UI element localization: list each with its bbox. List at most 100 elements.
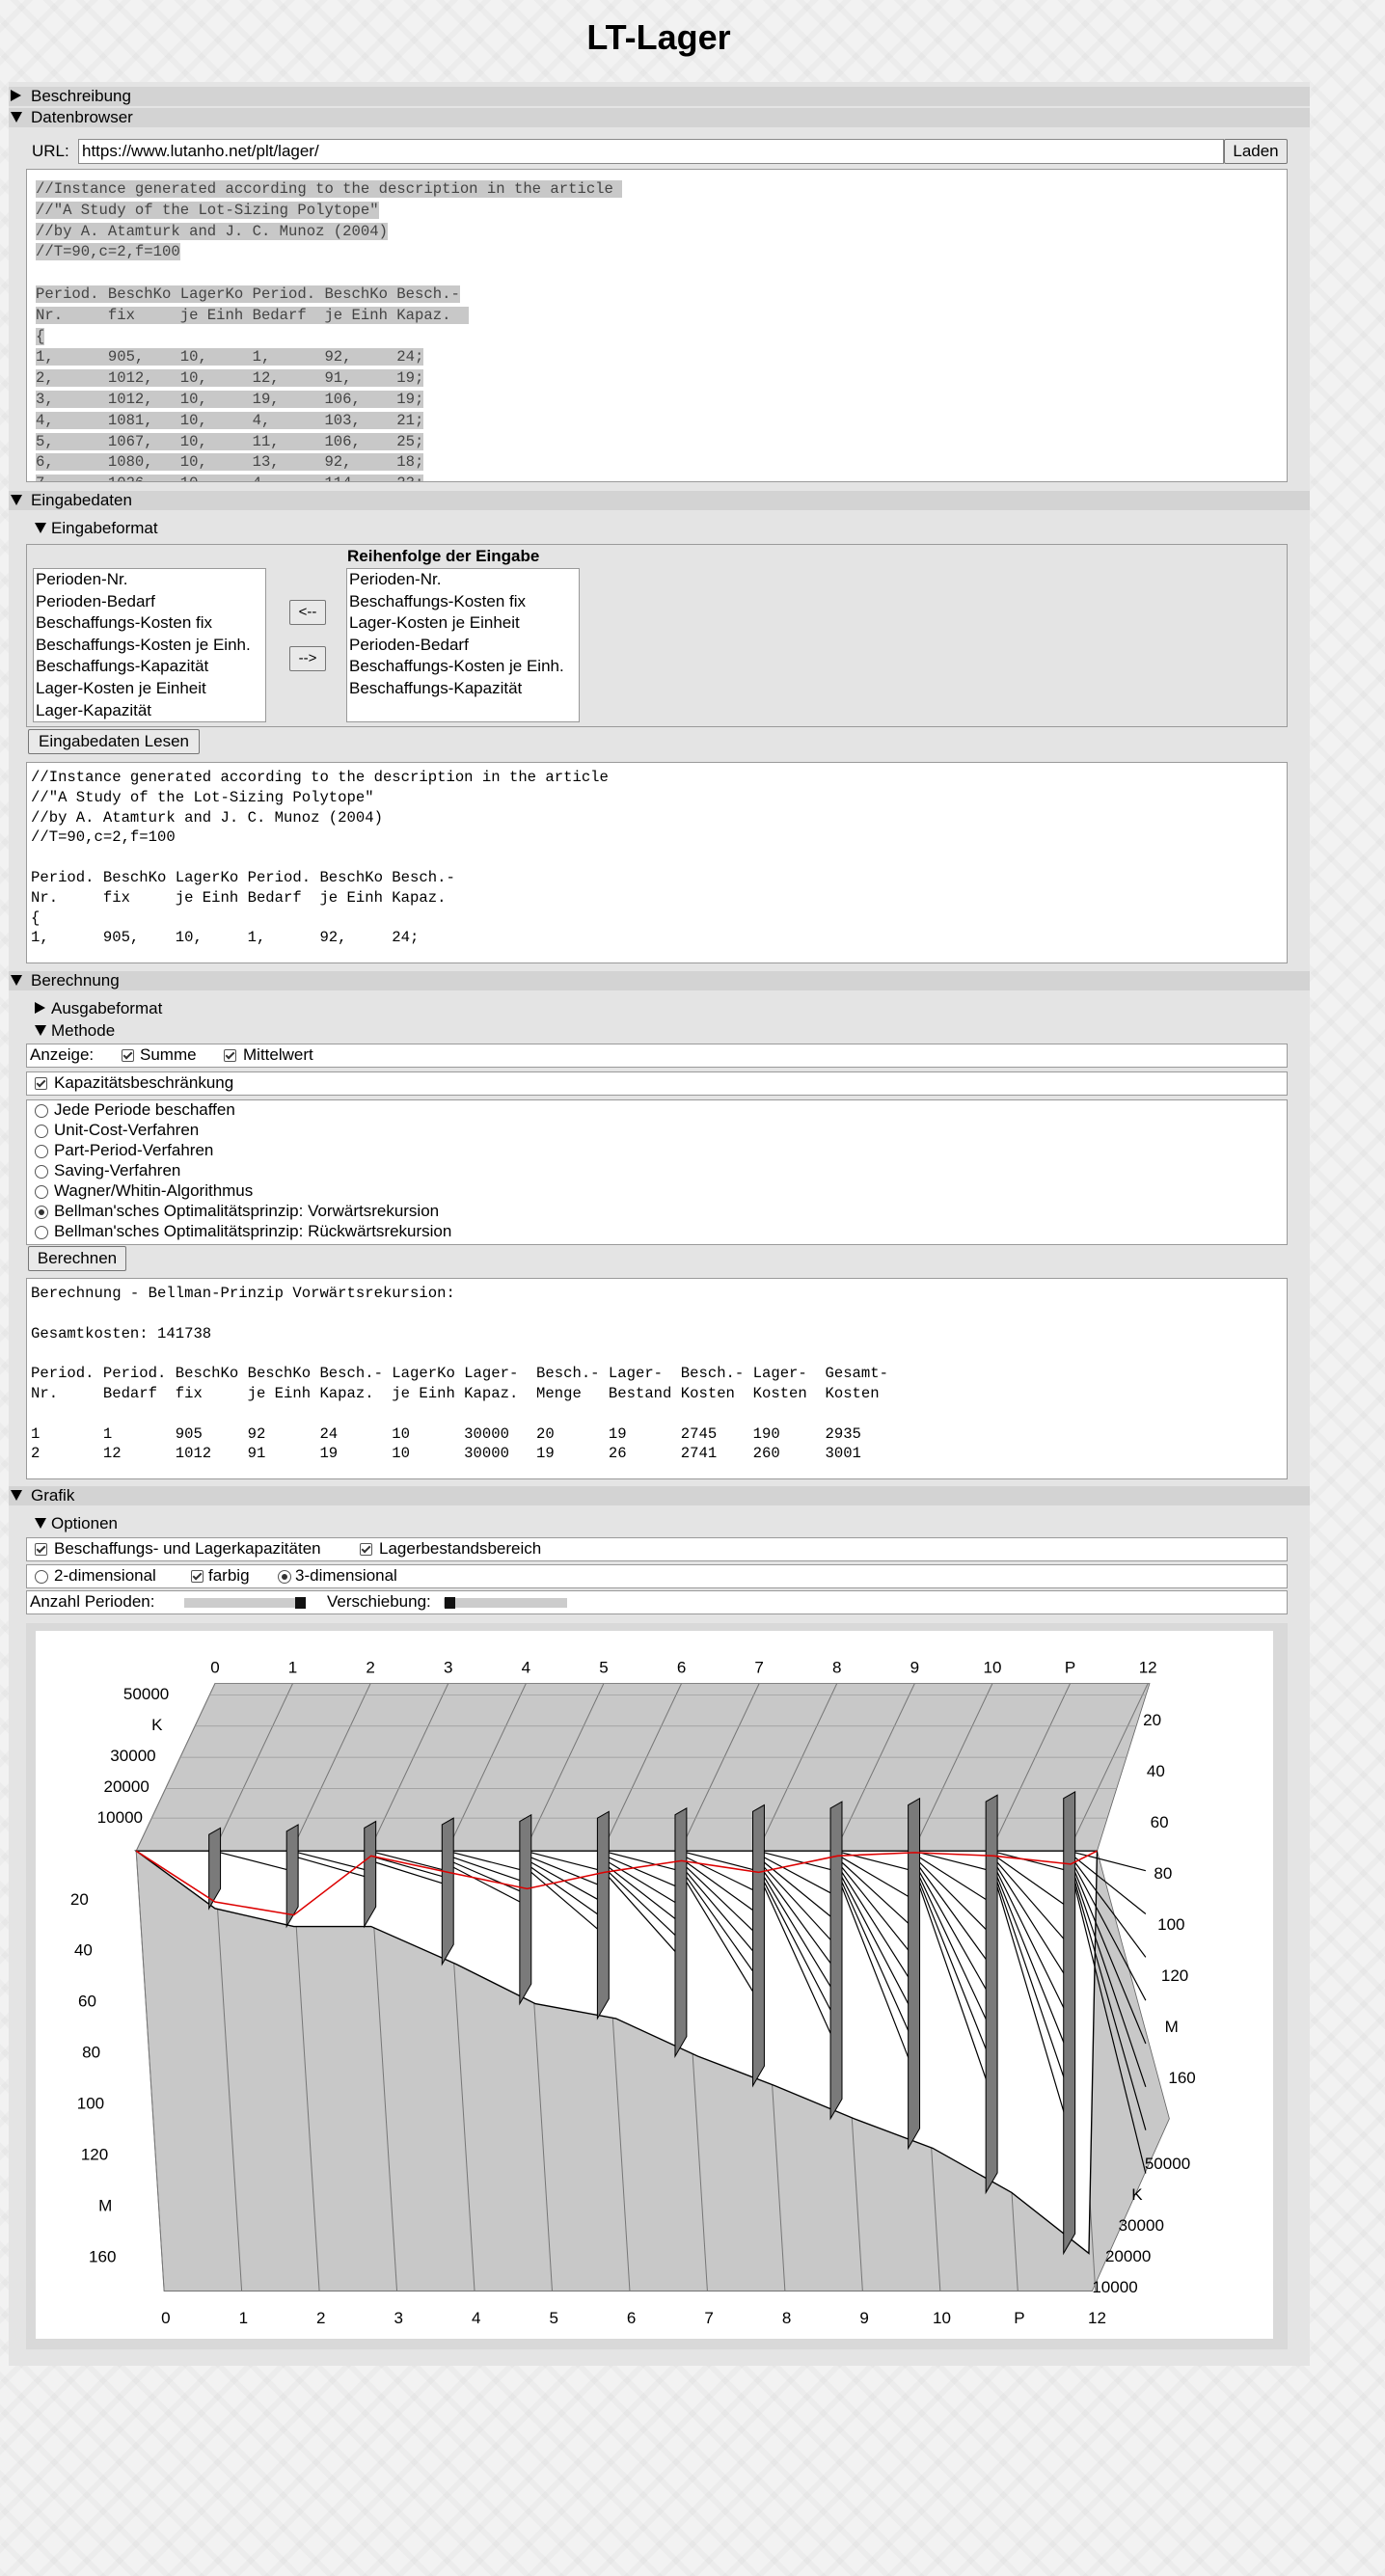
- label[interactable]: Kapazitätsbeschränkung: [54, 1073, 234, 1092]
- axis-label: 160: [1168, 2069, 1195, 2087]
- list-option[interactable]: Beschaffungs-Kapazität: [36, 657, 209, 676]
- toggle-arrow[interactable]: [11, 975, 22, 986]
- list-option[interactable]: Perioden-Nr.: [36, 570, 128, 588]
- stock-line: [530, 1866, 603, 1918]
- label[interactable]: Beschaffungs- und Lagerkapazitäten: [54, 1539, 321, 1558]
- list-option[interactable]: Perioden-Nr.: [349, 570, 442, 588]
- label[interactable]: 3-dimensional: [295, 1566, 397, 1585]
- radio[interactable]: [35, 1145, 48, 1158]
- section-bar[interactable]: [9, 87, 1310, 106]
- toggle-arrow[interactable]: [11, 112, 22, 122]
- list-option[interactable]: Perioden-Bedarf: [349, 635, 469, 654]
- section-label[interactable]: Berechnung: [31, 971, 120, 990]
- list-option[interactable]: Beschaffungs-Kosten je Einh.: [36, 635, 251, 654]
- load-button[interactable]: Laden: [1224, 139, 1288, 164]
- checkbox[interactable]: [224, 1049, 236, 1062]
- input-textarea[interactable]: //Instance generated according to the de…: [26, 762, 1288, 963]
- axis-label: 20: [70, 1890, 89, 1909]
- axis-label: 10: [984, 1659, 1002, 1677]
- slider-track[interactable]: [184, 1598, 306, 1608]
- stock-line: [763, 1877, 836, 1994]
- checkbox[interactable]: [360, 1543, 372, 1556]
- label[interactable]: Anzeige:: [30, 1045, 95, 1064]
- slab: [519, 1813, 532, 2006]
- section-bar[interactable]: [9, 971, 1310, 990]
- slider-thumb[interactable]: [295, 1597, 306, 1609]
- radio[interactable]: [35, 1125, 48, 1138]
- label[interactable]: Lagerbestandsbereich: [379, 1539, 542, 1558]
- checkbox[interactable]: [35, 1543, 47, 1556]
- axis-label: 10: [933, 2309, 951, 2327]
- checkbox[interactable]: [191, 1570, 204, 1583]
- stock-line: [1074, 1886, 1147, 2174]
- label[interactable]: Part-Period-Verfahren: [54, 1141, 214, 1159]
- radio[interactable]: [35, 1206, 48, 1219]
- move-right-button[interactable]: -->: [289, 646, 326, 671]
- list-option[interactable]: Lager-Kosten je Einheit: [36, 679, 206, 697]
- radio[interactable]: [35, 1570, 48, 1584]
- stock-line: [375, 1861, 448, 1885]
- toggle-arrow[interactable]: [11, 1490, 22, 1501]
- stock-line: [686, 1871, 758, 1957]
- section-bar[interactable]: [9, 1486, 1310, 1505]
- label[interactable]: Saving-Verfahren: [54, 1161, 181, 1180]
- radio[interactable]: [278, 1570, 291, 1584]
- radio[interactable]: [35, 1226, 48, 1239]
- toggle-arrow[interactable]: [35, 1518, 46, 1529]
- label[interactable]: Summe: [140, 1045, 197, 1064]
- section-label[interactable]: Eingabedaten: [31, 491, 132, 509]
- toggle-arrow[interactable]: [35, 1025, 46, 1036]
- subsection-label[interactable]: Optionen: [51, 1514, 118, 1532]
- radio[interactable]: [35, 1185, 48, 1199]
- subsection-label[interactable]: Eingabeformat: [51, 519, 158, 537]
- stock-line: [1074, 1866, 1147, 2001]
- label[interactable]: Anzahl Perioden:: [30, 1592, 155, 1611]
- stock-line: [841, 1882, 913, 2041]
- list-option[interactable]: Perioden-Bedarf: [36, 591, 155, 610]
- result-textarea[interactable]: Berechnung - Bellman-Prinzip Vorwärtsrek…: [26, 1278, 1288, 1479]
- list-option[interactable]: Beschaffungs-Kapazität: [349, 679, 523, 697]
- section-label[interactable]: Grafik: [31, 1486, 75, 1505]
- subsection-label[interactable]: Ausgabeformat: [51, 999, 163, 1017]
- data-textarea[interactable]: //Instance generated according to the de…: [26, 169, 1288, 482]
- calculate-button[interactable]: Berechnen: [28, 1246, 126, 1271]
- read-button[interactable]: Eingabedaten Lesen: [28, 729, 200, 754]
- label[interactable]: Bellman'sches Optimalitätsprinzip: Rückw…: [54, 1222, 452, 1240]
- label[interactable]: Mittelwert: [243, 1045, 313, 1064]
- list-option[interactable]: Beschaffungs-Kosten je Einh.: [349, 657, 564, 676]
- section-bar[interactable]: [9, 491, 1310, 510]
- label[interactable]: Bellman'sches Optimalitätsprinzip: Vorwä…: [54, 1202, 440, 1220]
- label[interactable]: Jede Periode beschaffen: [54, 1100, 235, 1119]
- list-option[interactable]: Beschaffungs-Kosten fix: [349, 591, 527, 610]
- toggle-arrow[interactable]: [11, 90, 21, 101]
- select-list[interactable]: Perioden-Nr. Beschaffungs-Kosten fix Lager…: [346, 568, 580, 722]
- move-left-button[interactable]: <--: [289, 600, 326, 625]
- label[interactable]: farbig: [208, 1566, 250, 1585]
- checkbox[interactable]: [35, 1077, 47, 1090]
- axis-label: P: [1014, 2309, 1024, 2327]
- section-label[interactable]: Datenbrowser: [31, 108, 133, 126]
- list-option[interactable]: Lager-Kapazität: [36, 700, 152, 719]
- label[interactable]: Unit-Cost-Verfahren: [54, 1121, 200, 1139]
- label[interactable]: Wagner/Whitin-Algorithmus: [54, 1181, 254, 1200]
- list-option[interactable]: Lager-Kosten je Einheit: [349, 613, 520, 633]
- radio[interactable]: [35, 1104, 48, 1118]
- label[interactable]: 2-dimensional: [54, 1566, 156, 1585]
- label[interactable]: Verschiebung:: [327, 1592, 431, 1611]
- radio[interactable]: [35, 1165, 48, 1179]
- select-list[interactable]: Perioden-Nr. Perioden-Bedarf Beschaffungs-…: [33, 568, 266, 722]
- url-input[interactable]: https://www.lutanho.net/plt/lager/: [78, 139, 1224, 164]
- stock-line: [1074, 1857, 1147, 1914]
- toggle-arrow[interactable]: [35, 523, 46, 533]
- subsection-label[interactable]: Methode: [51, 1021, 116, 1040]
- section-bar[interactable]: [9, 108, 1310, 127]
- section-label[interactable]: Beschreibung: [31, 87, 131, 105]
- slider-thumb[interactable]: [445, 1597, 455, 1609]
- checkbox[interactable]: [122, 1049, 134, 1062]
- slider-track[interactable]: [444, 1598, 567, 1608]
- toggle-arrow[interactable]: [11, 495, 22, 505]
- toggle-arrow[interactable]: [35, 1002, 45, 1014]
- list-option[interactable]: Beschaffungs-Kosten fix: [36, 613, 213, 633]
- stock-line: [764, 1852, 835, 1872]
- axis-label: 0: [161, 2309, 170, 2327]
